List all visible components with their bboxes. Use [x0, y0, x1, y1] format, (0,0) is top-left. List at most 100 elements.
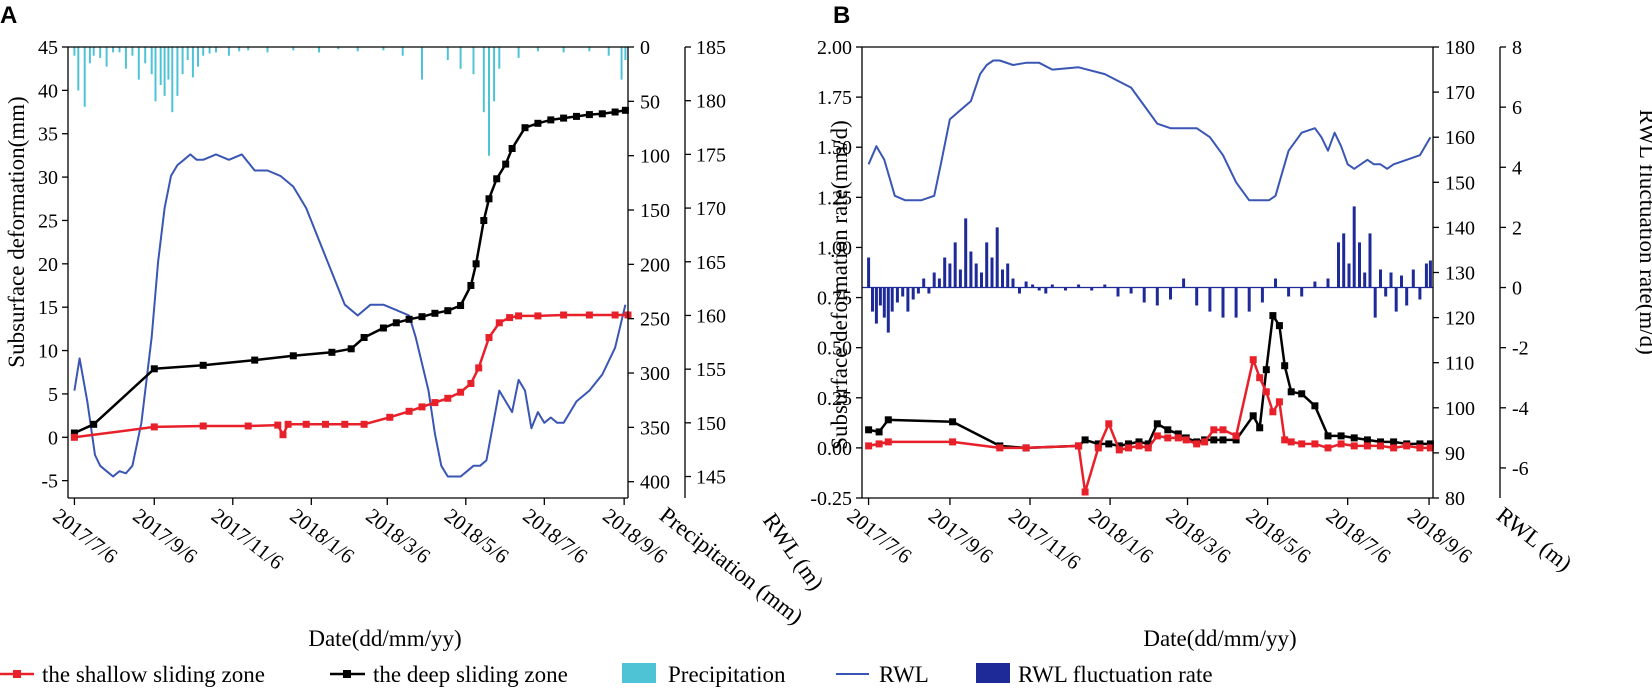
legend-item-rwlrate: RWL fluctuation rate — [976, 662, 1213, 687]
precip-bar-8 — [119, 47, 121, 52]
precip-bar-24 — [202, 47, 204, 56]
rwlrate-bar-43 — [1156, 288, 1159, 306]
deep-rate-series-point-3 — [949, 418, 956, 425]
panel-a-ytick-label-9: 40 — [38, 80, 58, 102]
rwlrate-bar-54 — [1300, 288, 1303, 297]
panel-b-y2tick-label-0: 80 — [1445, 488, 1465, 510]
precip-bar-20 — [182, 47, 184, 74]
legend-item-shallow: the shallow sliding zone — [0, 662, 265, 687]
shallow-series-point-20 — [496, 319, 503, 326]
precip-bar-45 — [518, 47, 520, 58]
panel-a-xtick-label-4: 2018/3/6 — [361, 503, 435, 568]
shallow-rate-series-point-37 — [1390, 444, 1397, 451]
deep-series-point-18 — [480, 217, 487, 224]
panel-a-letter: A — [0, 2, 17, 29]
panel-b: B -0.25 0.00 0.25 0.50 0.75 1.00 1.25 1.50 1.75 2… — [810, 2, 1652, 651]
deep-rate-series-line — [869, 316, 1431, 448]
shallow-series-line — [74, 315, 628, 437]
deep-rate-series-point-37 — [1390, 438, 1397, 445]
rwlrate-bar-61 — [1358, 242, 1361, 287]
shallow-rate-series-point-34 — [1351, 442, 1358, 449]
rwlrate-bar-63 — [1369, 233, 1372, 287]
shallow-series-point-17 — [467, 380, 474, 387]
rwlrate-bar-51 — [1261, 288, 1264, 303]
rwlrate-bar-29 — [1012, 279, 1015, 288]
rwlrate-bar-52 — [1274, 279, 1277, 288]
shallow-series-point-1 — [151, 423, 158, 430]
shallow-series-point-8 — [322, 421, 329, 428]
panel-b-ytick-label-0: -0.25 — [810, 488, 852, 510]
deep-series-point-23 — [522, 124, 529, 131]
rwlrate-bar-53 — [1287, 288, 1290, 297]
panel-b-y3tick-label-4: 2 — [1512, 217, 1522, 239]
rwlrate-bar-62 — [1363, 273, 1366, 288]
panel-b-xtick-label-4: 2018/3/6 — [1162, 503, 1236, 568]
shallow-series-point-22 — [515, 312, 522, 319]
shallow-series-point-21 — [506, 314, 513, 321]
rwlrate-bar-66 — [1384, 288, 1387, 297]
deep-rate-series-point-30 — [1298, 390, 1305, 397]
rwlrate-bar-59 — [1348, 264, 1351, 288]
panel-a-ytick-label-6: 25 — [38, 210, 58, 232]
rwlrate-bar-16 — [943, 258, 946, 288]
panel-a-y2tick-label-4: 200 — [640, 254, 670, 276]
precip-bar-47 — [563, 47, 565, 52]
panel-a-ytick-label-7: 30 — [38, 167, 58, 189]
precip-bar-18 — [171, 47, 173, 112]
deep-series-point-9 — [380, 325, 387, 332]
rwlrate-bar-55 — [1313, 282, 1316, 288]
panel-b-xtick-label-1: 2017/9/6 — [924, 503, 998, 568]
shallow-rate-series-point-21 — [1220, 426, 1227, 433]
panel-b-y3tick-label-2: -2 — [1512, 338, 1529, 360]
rwlrate-bar-5 — [887, 288, 890, 333]
shallow-series-point-18 — [475, 364, 482, 371]
shallow-rate-series-point-16 — [1175, 434, 1182, 441]
rwlrate-bar-70 — [1405, 288, 1408, 306]
rwlrate-bar-50 — [1248, 288, 1251, 312]
legend-rwlrate-swatch — [976, 663, 1010, 683]
panel-b-y2tick-label-5: 130 — [1445, 263, 1475, 285]
rwlrate-bar-30 — [1018, 288, 1021, 294]
rwlrate-bar-42 — [1143, 288, 1146, 303]
shallow-rate-series-point-31 — [1311, 440, 1318, 447]
rwlrate-bar-74 — [1429, 261, 1432, 288]
precip-bar-37 — [421, 47, 423, 80]
shallow-rate-series-point-2 — [885, 438, 892, 445]
legend-item-deep: the deep sliding zone — [330, 662, 568, 687]
panel-a-y2tick-label-3: 150 — [640, 200, 670, 222]
rwlrate-bar-8 — [901, 288, 904, 297]
panel-a-ytick-label-3: 10 — [38, 341, 58, 363]
rwlrate-bar-11 — [917, 288, 920, 294]
panel-a-xtick-label-2: 2017/11/6 — [207, 503, 288, 574]
precip-bar-4 — [93, 47, 95, 56]
deep-series-point-22 — [509, 145, 516, 152]
rwlrate-bar-12 — [922, 279, 925, 288]
deep-series-point-3 — [200, 362, 207, 369]
deep-rate-series-point-33 — [1338, 432, 1345, 439]
precip-bar-26 — [215, 47, 217, 52]
panel-a-y2tick-label-8: 400 — [640, 472, 670, 494]
deep-rate-series-point-28 — [1281, 362, 1288, 369]
rwlrate-bar-41 — [1130, 288, 1133, 294]
rwlrate-bar-65 — [1379, 270, 1382, 288]
precip-bar-3 — [89, 47, 91, 63]
deep-rate-series-point-31 — [1311, 402, 1318, 409]
shallow-rate-series-point-26 — [1269, 408, 1276, 415]
precip-bar-32 — [318, 47, 320, 52]
shallow-rate-series-point-23 — [1250, 356, 1257, 363]
panel-a-ytick-label-0: -5 — [41, 471, 58, 493]
precip-bar-44 — [498, 47, 500, 69]
shallow-series-point-10 — [361, 421, 368, 428]
deep-series-point-28 — [586, 111, 593, 118]
precip-bar-41 — [483, 47, 485, 112]
deep-series-point-20 — [493, 175, 500, 182]
rwlrate-bar-23 — [980, 273, 983, 288]
panel-a-y2tick-label-6: 300 — [640, 363, 670, 385]
shallow-series-point-25 — [586, 312, 593, 319]
shallow-series-point-11 — [386, 414, 393, 421]
panel-b-y3tick-label-1: -4 — [1512, 398, 1529, 420]
precip-bar-21 — [187, 47, 189, 60]
panel-b-y2tick-label-1: 90 — [1445, 443, 1465, 465]
deep-series-point-26 — [560, 115, 567, 122]
shallow-rate-series-point-0 — [865, 442, 872, 449]
